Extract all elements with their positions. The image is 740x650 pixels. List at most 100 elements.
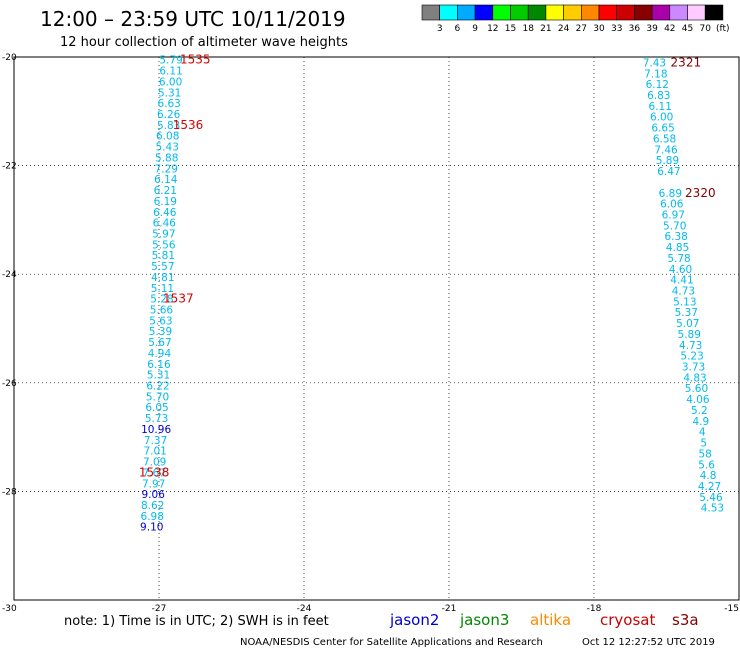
- wave-height-value: 6.38: [664, 231, 687, 243]
- colorbar-label: 9: [472, 24, 478, 34]
- colorbar-swatch: [457, 4, 476, 21]
- x-tick-label: -27: [152, 604, 167, 614]
- colorbar-label: 30: [593, 24, 605, 34]
- wave-height-value: 5.56: [152, 239, 176, 251]
- pass-time-label: 1538: [139, 465, 170, 479]
- colorbar-swatch: [421, 4, 441, 21]
- wave-height-value: 5.88: [155, 152, 178, 164]
- wave-height-value: 6.97: [662, 209, 685, 221]
- colorbar-swatch: [474, 4, 494, 21]
- colorbar-unit: (ft): [716, 24, 730, 34]
- wave-height-value: 6.22: [146, 381, 169, 393]
- wave-height-value: 7.46: [654, 144, 678, 156]
- footer-timestamp: Oct 12 12:27:52 UTC 2019: [582, 637, 715, 648]
- legend-item-cryosat: cryosat: [600, 611, 655, 629]
- colorbar-swatch: [651, 4, 671, 21]
- wave-height-value: 6.89: [659, 188, 682, 200]
- wave-height-value: 5.46: [699, 492, 723, 504]
- wave-height-value: 6.11: [159, 66, 182, 78]
- x-tick-label: -15: [724, 604, 739, 614]
- wave-height-value: 5.67: [148, 337, 171, 349]
- legend-item-jason3: jason3: [459, 611, 509, 629]
- footer-credit: NOAA/NESDIS Center for Satellite Applica…: [240, 637, 543, 648]
- wave-height-value: 5.11: [151, 283, 174, 295]
- chart-subtitle: 12 hour collection of altimeter wave hei…: [60, 35, 348, 50]
- grid: [14, 56, 739, 600]
- wave-height-value: 4.60: [669, 264, 692, 276]
- wave-height-value: 5.31: [158, 87, 181, 99]
- wave-height-value: 5.70: [663, 220, 686, 232]
- wave-height-value: 6.65: [651, 123, 674, 135]
- colorbar-swatch: [492, 4, 511, 21]
- wave-height-value: 7.67: [142, 467, 165, 479]
- wave-height-value: 6.58: [653, 133, 676, 145]
- wave-height-value: 7.29: [155, 163, 178, 175]
- wave-height-value: 6.00: [650, 112, 673, 124]
- colorbar-swatch: [598, 4, 618, 21]
- wave-height-value: 7.97: [142, 478, 165, 490]
- colorbar: 3 6 9 12 15 18 21 24 27 30 33 36 39 42 45 70: [421, 4, 724, 34]
- chart-title: 12:00 – 23:59 UTC 10/11/2019: [40, 7, 346, 31]
- wave-height-value: 5.66: [150, 304, 174, 316]
- tick-labels: -30 -27 -24 -21 -18 -15 -20 -22 -24 -26 -28: [2, 53, 739, 614]
- wave-height-value: 5.60: [685, 383, 708, 395]
- wave-height-value: 5.23: [680, 351, 703, 363]
- colorbar-label: 12: [487, 24, 498, 34]
- wave-height-value: 5.13: [673, 296, 696, 308]
- wave-height-value: 4.83: [683, 372, 706, 384]
- colorbar-swatch: [510, 4, 529, 21]
- wave-height-value: 5.63: [149, 315, 172, 327]
- x-tick-label: -24: [297, 604, 312, 614]
- wave-height-value: 6.83: [647, 90, 670, 102]
- wave-height-value: 9.10: [140, 522, 163, 534]
- wave-height-value: 7.43: [643, 57, 666, 69]
- wave-height-value: 5.31: [147, 370, 170, 382]
- wave-height-value: 4: [699, 427, 706, 439]
- wave-height-value: 4.8: [700, 470, 717, 482]
- x-tick-label: -30: [2, 604, 17, 614]
- wave-height-value: 6.00: [159, 76, 182, 88]
- x-tick-label: -21: [442, 604, 457, 614]
- colorbar-swatch: [704, 4, 724, 21]
- wave-height-value: 6.06: [660, 199, 684, 211]
- wave-height-value: 7.18: [644, 68, 667, 80]
- pass-time-label: 2321: [671, 55, 702, 69]
- wave-height-value: 5.39: [149, 326, 172, 338]
- wave-height-value: 6.46: [153, 218, 177, 230]
- colorbar-swatch: [616, 4, 635, 21]
- wave-height-value: 5.73: [145, 413, 168, 425]
- wave-height-value: 8.62: [141, 500, 164, 512]
- wave-height-value: 4.06: [686, 394, 710, 406]
- wave-height-value: 4.94: [148, 348, 172, 360]
- wave-height-value: 4.9: [692, 416, 709, 428]
- wave-height-value: 5.89: [656, 155, 679, 167]
- wave-height-value: 5.43: [156, 142, 179, 154]
- colorbar-label: 18: [522, 24, 534, 34]
- wave-height-value: 6.47: [657, 166, 680, 178]
- y-tick-label: -26: [2, 379, 17, 389]
- wave-height-value: 5.6: [698, 459, 715, 471]
- wave-height-value: 10.96: [141, 424, 171, 436]
- colorbar-label: 6: [455, 24, 461, 34]
- wave-height-value: 5.28: [150, 294, 173, 306]
- colorbar-swatch: [545, 4, 564, 21]
- wave-height-value: 6.16: [147, 359, 171, 371]
- x-tick-label: -18: [587, 604, 602, 614]
- legend: jason2 jason3 altika cryosat s3a: [389, 611, 699, 629]
- colorbar-label: 33: [611, 24, 622, 34]
- pass-time-label: 1535: [180, 53, 211, 67]
- legend-item-jason2: jason2: [389, 611, 439, 629]
- wave-height-value: 6.11: [649, 101, 672, 113]
- wave-height-value: 6.12: [646, 79, 669, 91]
- colorbar-label: 24: [558, 24, 570, 34]
- colorbar-label: 21: [540, 24, 551, 34]
- footer-note: note: 1) Time is in UTC; 2) SWH is in fe…: [64, 614, 329, 629]
- time-labels: 1535 1536 1537 1538 2321 2320: [139, 53, 716, 480]
- colorbar-label: 45: [682, 24, 693, 34]
- colorbar-label: 39: [646, 24, 658, 34]
- colorbar-label: 3: [437, 24, 443, 34]
- colorbar-label: 27: [576, 24, 587, 34]
- wave-height-value: 4.41: [670, 275, 693, 287]
- wave-height-value: 6.46: [153, 207, 177, 219]
